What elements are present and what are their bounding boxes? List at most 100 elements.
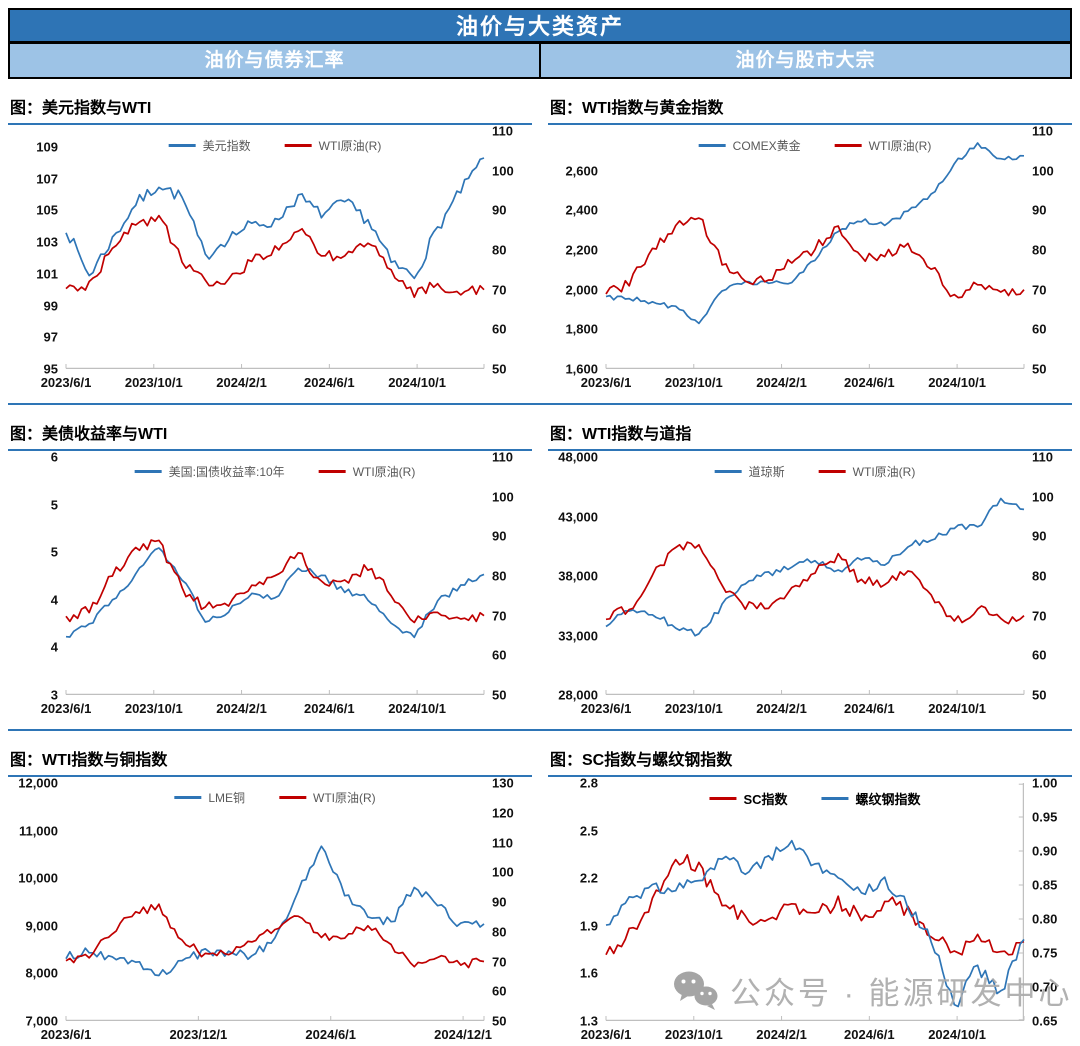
axis-tick-label: 110 [1032,449,1053,465]
axis-tick-label: 100 [492,163,514,179]
chart-panel-gold-wti: 图：WTI指数与黄金指数 2,600 2,400 2,200 2,000 1,800 1,… [548,87,1072,393]
legend-label: WTI原油(R) [318,139,382,153]
x-axis-label: 2024/2/1 [216,375,267,390]
axis-tick-label: 8,000 [25,965,58,981]
axis-tick-label: 0.75 [1032,945,1058,961]
legend-item: WTI原油(R) [818,463,915,480]
chart-panel-copper-wti: 图：WTI指数与铜指数 12,000 11,000 10,000 9,000 8,000… [8,739,532,1045]
chart-gold-wti: 2,600 2,400 2,200 2,000 1,800 1,600 110 100 90 80… [548,124,1072,393]
axis-tick-label: 0.70 [1032,979,1058,995]
x-axis-label: 2024/2/1 [756,375,807,390]
legend-item: 美国:国债收益率:10年 [134,463,285,480]
axis-tick-label: 1.00 [1032,775,1058,791]
left-axis-ticks: 6 5 5 4 4 3 [8,450,66,703]
series-line-WTI原油(R) [66,216,484,298]
x-axis-label: 2024/6/1 [304,375,355,390]
legend-item: 螺纹钢指数 [821,789,921,808]
x-axis-label: 2023/10/1 [664,1027,723,1042]
chart-legend: 美元指数 WTI原油(R) [168,137,382,154]
axis-tick-label: 2,200 [565,242,598,258]
axis-tick-label: 50 [492,687,507,703]
series-line-美元指数 [66,158,484,278]
watermark-text: 公众号 · 能源研发中心 [730,976,1073,1011]
x-axis-label: 2024/10/1 [388,375,447,390]
axis-tick-label: 6 [50,449,58,465]
page-title: 油价与大类资产 [10,10,1070,44]
x-axis-label: 2024/6/1 [844,1027,895,1042]
axis-tick-label: 100 [1032,163,1054,179]
axis-tick-label: 1,600 [565,361,598,377]
axis-tick-label: 3 [50,687,58,703]
axis-tick-label: 101 [36,266,58,282]
axis-tick-label: 60 [1032,647,1047,663]
x-axis-label: 2023/6/1 [580,701,632,716]
chart-dxy-wti: 109 107 105 103 101 99 97 95 110 100 90 80 70 60 50 美元指… [8,124,532,393]
x-axis-labels: 2023/6/1 2023/10/1 2024/2/1 2024/6/1 2024/10… [41,369,484,393]
x-axis-label: 2024/10/1 [928,1027,987,1042]
series-line-WTI原油(R) [66,540,484,622]
axis-tick-label: 100 [1032,489,1054,505]
axis-tick-label: 90 [492,528,507,544]
axis-tick-label: 110 [492,449,513,465]
section-title-bonds-fx: 油价与债券汇率 [10,44,541,77]
x-axis-labels: 2023/6/1 2023/10/1 2024/2/1 2024/6/1 2024/10… [581,1021,1024,1045]
series-line-COMEX黄金 [606,143,1024,323]
legend-item: WTI原油(R) [318,463,415,480]
series-line-WTI原油(R) [606,542,1024,623]
x-axis-label: 2023/6/1 [40,701,92,716]
axis-tick-label: 60 [492,983,507,999]
axis-tick-label: 80 [492,924,507,940]
axis-tick-label: 103 [36,234,58,250]
axis-tick-label: 9,000 [25,918,58,934]
axis-tick-label: 5 [50,497,58,513]
chart-sc-rebar: 2.8 2.5 2.2 1.9 1.6 1.3 1.00 0.95 0.90 0.85 0.80 0.… [548,776,1072,1045]
right-axis-ticks: 110 100 90 80 70 60 50 [484,124,532,377]
legend-line-swatch [834,144,862,147]
axis-tick-label: 105 [36,202,58,218]
x-axis-label: 2024/6/1 [844,375,895,390]
axis-tick-label: 100 [492,489,514,505]
axis-tick-label: 1,800 [565,321,598,337]
legend-line-swatch [318,470,346,473]
left-axis-ticks: 2.8 2.5 2.2 1.9 1.6 1.3 [548,776,606,1029]
x-axis-label: 2024/10/1 [928,375,987,390]
row-divider [8,403,1072,405]
axis-tick-label: 95 [43,361,58,377]
axis-tick-label: 130 [492,775,514,791]
legend-line-swatch [134,470,162,473]
legend-item: WTI原油(R) [284,137,382,154]
axis-tick-label: 2,000 [565,282,598,298]
x-axis-label: 2024/2/1 [216,701,267,716]
legend-item: 道琼斯 [714,463,785,480]
legend-line-swatch [174,796,202,799]
axis-tick-label: 70 [1032,282,1047,298]
right-axis-ticks: 1.00 0.95 0.90 0.85 0.80 0.75 0.70 0.65 [1024,776,1072,1029]
x-axis-labels: 2023/6/1 2023/10/1 2024/2/1 2024/6/1 2024/10… [41,695,484,719]
chart-canvas [66,457,484,695]
axis-tick-label: 28,000 [558,687,598,703]
axis-tick-label: 50 [1032,687,1047,703]
axis-tick-label: 12,000 [18,775,58,791]
axis-tick-label: 80 [1032,242,1047,258]
legend-item: SC指数 [709,789,788,808]
axis-tick-label: 0.95 [1032,809,1058,825]
axis-tick-label: 80 [492,568,507,584]
series-line-WTI原油(R) [606,218,1024,298]
legend-label: LME铜 [208,791,246,805]
axis-tick-label: 1.6 [579,965,598,981]
axis-tick-label: 70 [492,282,507,298]
axis-tick-label: 43,000 [558,509,598,524]
x-axis-labels: 2023/6/1 2023/10/1 2024/2/1 2024/6/1 2024/10… [581,369,1024,393]
x-axis-label: 2023/10/1 [664,701,723,716]
axis-tick-label: 60 [1032,321,1047,337]
axis-tick-label: 48,000 [558,449,598,465]
legend-label: 道琼斯 [748,465,785,479]
axis-tick-label: 38,000 [558,568,598,584]
left-axis-ticks: 12,000 11,000 10,000 9,000 8,000 7,000 [8,776,66,1029]
axis-tick-label: 2.5 [579,823,598,839]
axis-tick-label: 4 [50,639,58,655]
legend-label: 美元指数 [202,139,251,153]
right-axis-ticks: 110 100 90 80 70 60 50 [1024,450,1072,703]
chart-canvas [606,783,1024,1021]
axis-tick-label: 70 [1032,608,1047,624]
